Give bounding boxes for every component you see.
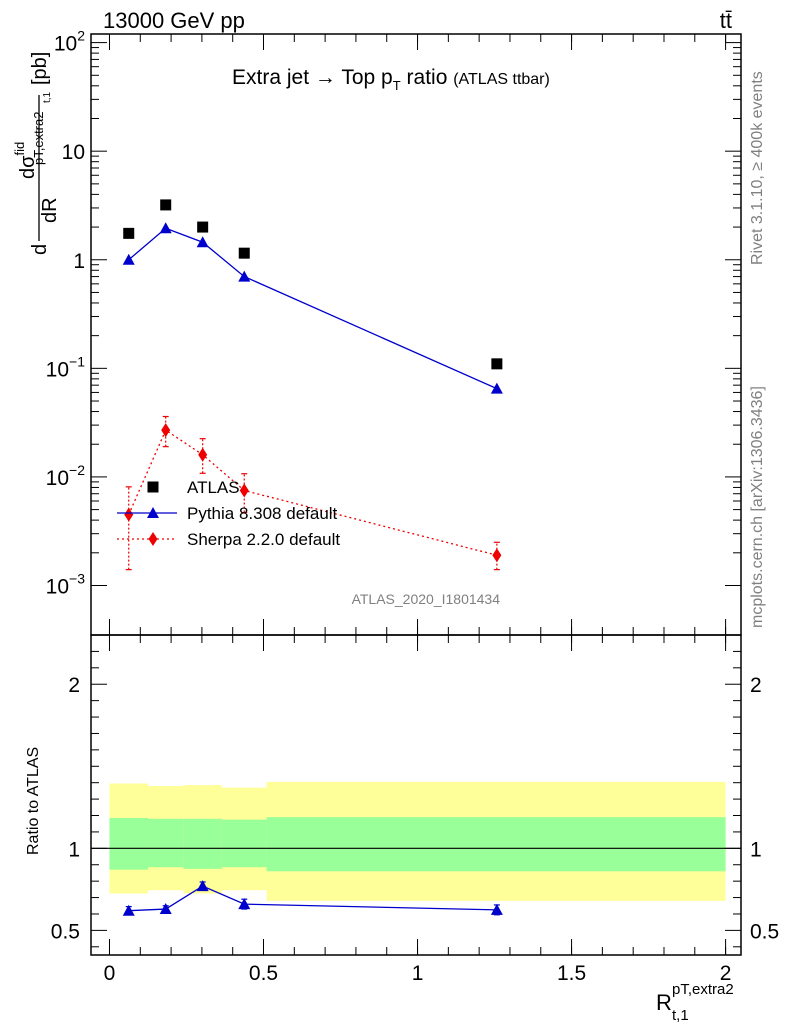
xlabel-sup: pT,extra2 — [672, 981, 734, 998]
ylabel-fid: fid — [12, 142, 27, 156]
title-small: (ATLAS ttbar) — [453, 71, 550, 88]
ratio-y-tick-label: 2 — [68, 674, 80, 697]
data-point — [159, 222, 172, 234]
ylabel-dr: dR — [39, 197, 61, 223]
data-point — [161, 423, 171, 438]
process-label: tt̄ — [720, 8, 732, 33]
main-ylabel: d dσfid pT,extra2 t,1 dR [pb] — [7, 52, 61, 255]
uncertainty-band-inner — [109, 817, 148, 870]
xlabel-main: R — [656, 990, 672, 1015]
uncertainty-band-inner — [183, 818, 222, 869]
data-point — [160, 199, 172, 211]
ratio-point — [196, 880, 209, 892]
ylabel-d: d — [29, 244, 51, 255]
y-tick-label: 10 — [62, 141, 85, 164]
x-tick-label: 1 — [412, 962, 424, 985]
y-tick-label: 10−1 — [46, 353, 86, 381]
ratio-y-tick-label: 0.5 — [51, 920, 80, 943]
y-tick-label: 1 — [73, 250, 85, 273]
ratio-plot-axes: 0.5 0.5 1 1 2 2 0 0.5 1 1.5 2 — [51, 635, 779, 985]
data-point — [490, 382, 503, 394]
data-point — [198, 447, 208, 462]
y-tick-label: 10−3 — [46, 570, 86, 598]
ylabel-dsigma: dσ — [17, 155, 39, 179]
uncertainty-band-inner — [266, 817, 726, 872]
data-point — [492, 548, 502, 563]
ratio-y-tick-label-right: 2 — [750, 674, 762, 697]
ratio-plot-frame — [90, 634, 742, 956]
x-tick-label: 0.5 — [249, 962, 278, 985]
uncertainty-band-inner — [147, 818, 184, 868]
ratio-y-tick-label: 1 — [68, 838, 80, 861]
ratio-point — [490, 903, 503, 915]
legend-label: Sherpa 2.2.0 default — [187, 530, 340, 549]
title-sub: T — [393, 78, 401, 93]
ylabel-sub2: t,1 — [42, 91, 53, 103]
data-point — [197, 221, 209, 233]
data-point — [238, 247, 250, 259]
ratio-point — [122, 904, 135, 916]
svg-text:d dσfid pT,extra2: d dσfid pT,extra2 t,1 dR [pb] — [7, 52, 61, 255]
main-plot-data — [122, 199, 503, 571]
ratio-point — [238, 898, 251, 910]
legend-marker — [147, 507, 159, 518]
x-tick-label: 1.5 — [557, 962, 586, 985]
ratio-plot-data — [91, 781, 741, 916]
ratio-y-tick-label-right: 0.5 — [750, 920, 779, 943]
uncertainty-band-inner — [221, 819, 267, 868]
legend-label: Pythia 8.308 default — [187, 504, 338, 523]
data-point — [124, 507, 134, 522]
mcplots-label: mcplots.cern.ch [arXiv:1306.3436] — [749, 386, 766, 628]
data-point — [238, 270, 251, 282]
data-point — [196, 236, 209, 248]
y-tick-label: 102 — [54, 28, 85, 56]
legend-marker — [148, 532, 158, 546]
ratio-point — [159, 903, 172, 915]
y-tick-label: 10−2 — [46, 462, 86, 490]
legend-label: ATLAS — [187, 478, 240, 497]
rivet-label: Rivet 3.1.10, ≥ 400k events — [749, 71, 766, 265]
ylabel-unit: [pb] — [29, 52, 51, 85]
x-tick-label: 2 — [720, 962, 732, 985]
energy-label: 13000 GeV pp — [103, 8, 245, 33]
data-point — [239, 483, 249, 498]
ratio-y-tick-label-right: 1 — [750, 838, 762, 861]
x-axis-label: R pT,extra2 t,1 — [656, 974, 740, 1024]
analysis-tag: ATLAS_2020_I1801434 — [352, 591, 501, 607]
legend-marker — [147, 481, 159, 493]
data-point — [491, 358, 503, 370]
main-title: Extra jet → Top pT ratio (ATLAS ttbar) — [232, 66, 550, 95]
xlabel-sub: t,1 — [672, 1007, 689, 1024]
data-point — [122, 253, 135, 265]
x-tick-label: 0 — [104, 962, 116, 985]
main-plot-axes: 102 10 1 10−1 10−2 10−3 — [46, 28, 741, 635]
title-tail: ratio — [407, 66, 448, 89]
title-arrow: → — [315, 66, 336, 89]
title-main: Extra jet — [232, 66, 309, 89]
title-mid: Top p — [341, 66, 392, 89]
data-point — [123, 227, 135, 239]
ratio-ylabel: Ratio to ATLAS — [25, 747, 42, 855]
legend: ATLAS Pythia 8.308 default Sherpa 2.2.0 de… — [117, 478, 340, 549]
